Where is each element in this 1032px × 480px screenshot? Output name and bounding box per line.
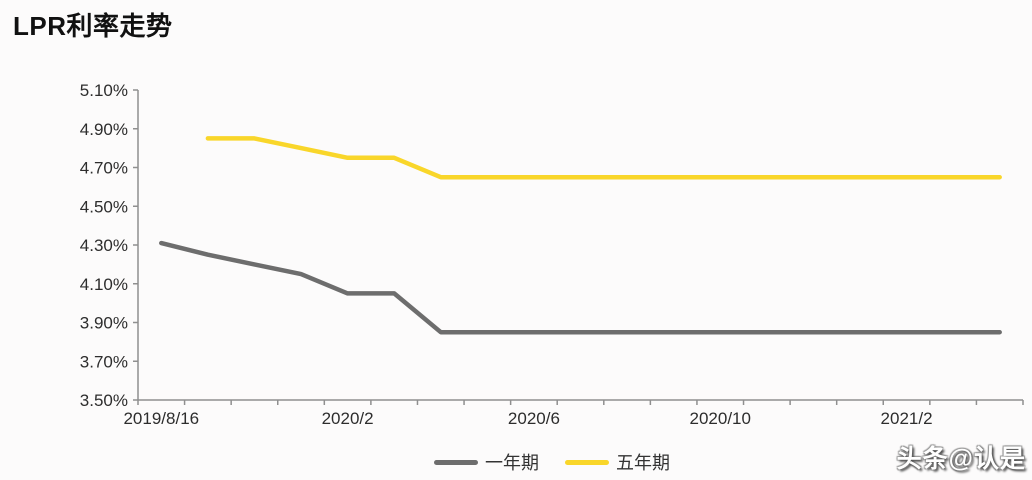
one-year-line-label: 一年期	[485, 453, 539, 473]
y-axis-label: 3.50%	[80, 391, 128, 410]
y-axis-label: 4.10%	[80, 275, 128, 294]
x-axis-label: 2020/2	[322, 409, 374, 428]
chart-legend: 一年期 五年期	[36, 449, 1032, 475]
five-year-line	[205, 136, 1002, 180]
y-axis-label: 3.70%	[80, 352, 128, 371]
y-axis-label: 4.70%	[80, 159, 128, 178]
one-year-line-swatch	[434, 459, 478, 465]
x-axis-label: 2020/10	[690, 409, 751, 428]
legend-item-five-year: 五年期	[565, 449, 670, 475]
y-axis-label: 4.30%	[80, 236, 128, 255]
y-axis-label: 4.90%	[80, 120, 128, 139]
legend-item-one-year: 一年期	[434, 449, 539, 475]
y-axis-label: 5.10%	[80, 81, 128, 100]
five-year-line-label: 五年期	[616, 453, 670, 473]
x-axis-label: 2021/2	[881, 409, 933, 428]
toutiao-watermark: 头条@认是	[896, 445, 1026, 473]
x-axis-label: 2019/8/16	[123, 409, 199, 428]
x-axis-label: 2020/6	[508, 409, 560, 428]
chart-title: LPR利率走势	[13, 11, 173, 41]
y-axis-label: 3.90%	[80, 314, 128, 333]
five-year-line-swatch	[565, 459, 609, 465]
one-year-line	[159, 240, 1002, 335]
y-axis-label: 4.50%	[80, 197, 128, 216]
